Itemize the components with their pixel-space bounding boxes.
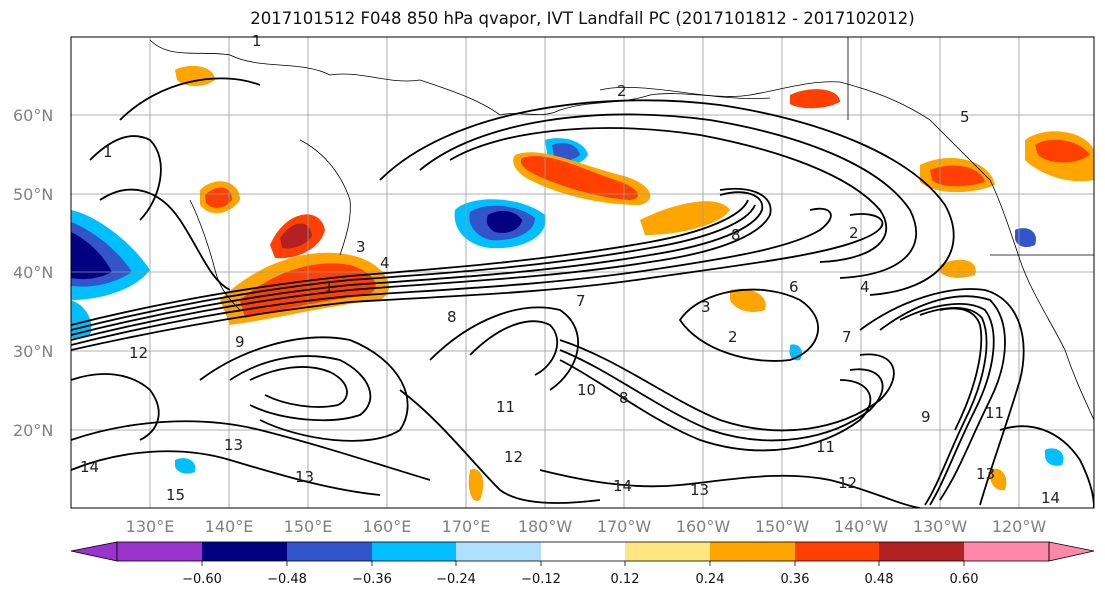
longitude-labels: 130°E 140°E 150°E 160°E 170°E 180°W 170°…	[126, 517, 1047, 536]
colorbar-segment	[372, 542, 456, 561]
colorbar-tick-label: 0.12	[611, 572, 640, 587]
contour-label: 1	[324, 278, 334, 296]
contour-label: 8	[619, 389, 629, 407]
colorbar-segment	[287, 542, 372, 561]
contour-label: 2	[617, 82, 627, 100]
contour-label: 14	[1041, 489, 1060, 507]
contour-label: 13	[690, 481, 709, 499]
contour-label: 8	[447, 308, 457, 326]
lon-label: 170°W	[597, 517, 652, 536]
lon-label: 160°E	[363, 517, 412, 536]
colorbar-tick-label: −0.24	[436, 572, 476, 587]
contour-label: 3	[356, 238, 366, 256]
contour-label: 13	[295, 468, 314, 486]
lon-label: 130°E	[126, 517, 175, 536]
qvapor-anomaly-fill	[71, 65, 1094, 501]
contour-label: 9	[921, 408, 931, 426]
contour-label: 9	[235, 333, 245, 351]
map-title: 2017101512 F048 850 hPa qvapor, IVT Land…	[250, 9, 915, 28]
lon-label: 170°E	[442, 517, 491, 536]
contour-label: 14	[80, 458, 99, 476]
contour-label: 11	[985, 404, 1004, 422]
lat-label: 50°N	[13, 185, 53, 204]
contour-label: 1	[103, 143, 113, 161]
contour-label: 12	[129, 344, 148, 362]
ivt-contours	[71, 77, 1094, 508]
contour-label: 11	[816, 438, 835, 456]
lat-label: 20°N	[13, 421, 53, 440]
colorbar-segment	[879, 542, 964, 561]
contour-label: 7	[576, 292, 586, 310]
contour-label: 13	[224, 436, 243, 454]
contour-labels: 1 1 1 2 2 2 3 3 4 4 5 6 7 7 8 8 8 9 9 10…	[80, 32, 1060, 507]
lon-label: 140°W	[834, 517, 889, 536]
colorbar-tick-label: 0.24	[696, 572, 725, 587]
colorbar-tick-label: 0.48	[865, 572, 894, 587]
colorbar: −0.60 −0.48 −0.36 −0.24 −0.12 0.12 0.24 …	[70, 541, 1095, 587]
contour-label: 11	[496, 398, 515, 416]
colorbar-segment	[117, 542, 202, 561]
contour-label: 8	[731, 226, 741, 244]
colorbar-segment	[710, 542, 795, 561]
lon-label: 160°W	[676, 517, 731, 536]
lon-label: 150°E	[284, 517, 333, 536]
colorbar-segment	[1048, 541, 1095, 562]
colorbar-segment	[456, 542, 541, 561]
lon-label: 150°W	[755, 517, 810, 536]
contour-label: 2	[728, 328, 738, 346]
lon-label: 180°W	[518, 517, 573, 536]
contour-label: 5	[960, 108, 970, 126]
contour-label: 12	[838, 474, 857, 492]
lat-label: 30°N	[13, 342, 53, 361]
graticule	[71, 37, 1094, 508]
contour-label: 1	[252, 32, 262, 50]
contour-label: 4	[380, 254, 390, 272]
colorbar-segment	[202, 542, 287, 561]
colorbar-tick-label: −0.12	[521, 572, 561, 587]
contour-label: 7	[842, 328, 852, 346]
contour-label: 4	[860, 278, 870, 296]
colorbar-segment	[70, 541, 118, 562]
map-frame	[70, 36, 1095, 509]
contour-label: 15	[166, 486, 185, 504]
colorbar-segment	[795, 542, 879, 561]
colorbar-segment	[625, 542, 710, 561]
coastlines	[149, 37, 1094, 421]
colorbar-tick-label: 0.36	[781, 572, 810, 587]
colorbar-segment	[541, 542, 625, 561]
lon-label: 120°W	[992, 517, 1047, 536]
colorbar-frame	[116, 541, 1050, 562]
contour-label: 12	[504, 448, 523, 466]
contour-label: 10	[577, 381, 596, 399]
colorbar-tick-label: −0.48	[267, 572, 307, 587]
colorbar-tick-label: −0.60	[182, 572, 222, 587]
colorbar-tick-label: −0.36	[352, 572, 392, 587]
contour-label: 13	[976, 465, 995, 483]
colorbar-tick-label: 0.60	[950, 572, 979, 587]
lon-label: 140°E	[205, 517, 254, 536]
lat-label: 60°N	[13, 106, 53, 125]
contour-label: 14	[613, 477, 632, 495]
contour-label: 3	[701, 298, 711, 316]
latitude-labels: 60°N 50°N 40°N 30°N 20°N	[13, 106, 53, 440]
contour-label: 6	[789, 278, 799, 296]
lon-label: 130°W	[913, 517, 968, 536]
contour-label: 2	[849, 224, 859, 242]
lat-label: 40°N	[13, 263, 53, 282]
colorbar-segment	[964, 542, 1049, 561]
